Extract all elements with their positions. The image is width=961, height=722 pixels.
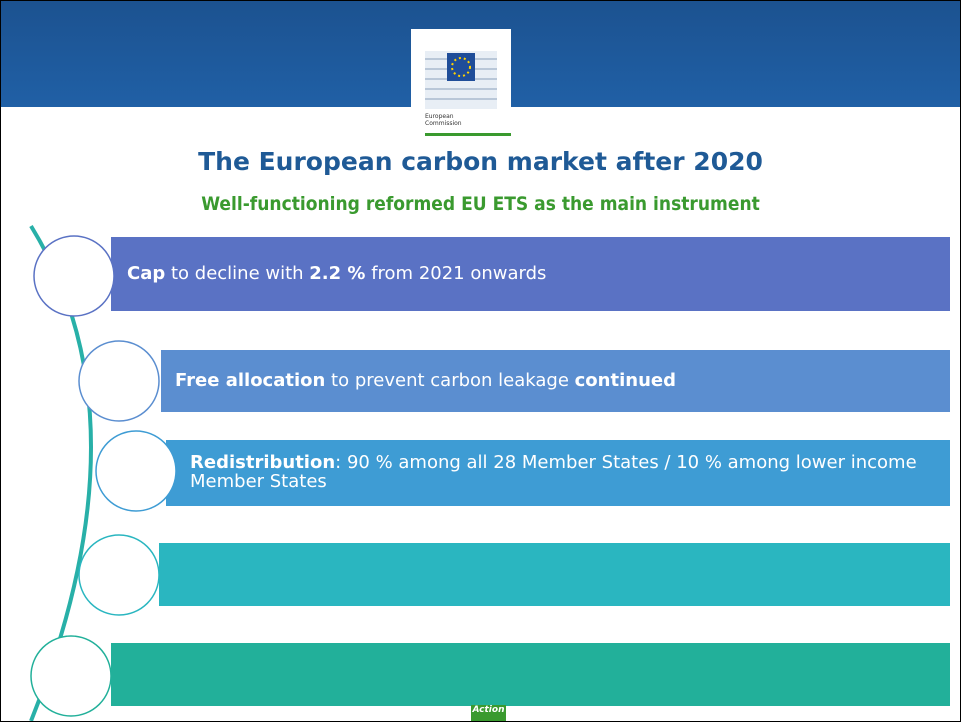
item-bar (111, 643, 950, 706)
subtitle: Well-functioning reformed EU ETS as the … (201, 193, 760, 215)
logo-text: European (425, 113, 454, 120)
text-segment: continued (574, 369, 676, 391)
footer-tag: Action (471, 705, 506, 721)
text-segment: : 90 % among all 28 Member States / 10 %… (190, 452, 923, 492)
item-bar: Redistribution: 90 % among all 28 Member… (166, 440, 950, 506)
item-circle (78, 340, 160, 422)
item-circle (30, 635, 112, 717)
logo: European Commission (411, 29, 511, 137)
title: The European carbon market after 2020 (198, 147, 763, 176)
text-segment: to prevent carbon leakage (325, 369, 575, 391)
item-text: Free allocation to prevent carbon leakag… (175, 369, 676, 391)
item-text: Redistribution: 90 % among all 28 Member… (190, 452, 930, 492)
text-segment: 2.2 % (309, 262, 366, 284)
item-circle (33, 235, 115, 317)
text-segment: Free allocation (175, 369, 326, 391)
item-circle (78, 534, 160, 616)
text-segment: to decline with (165, 262, 310, 284)
item-bar: Free allocation to prevent carbon leakag… (161, 350, 950, 412)
text-segment: from 2021 onwards (365, 262, 547, 284)
logo-art (425, 51, 511, 136)
text-segment: Redistribution (190, 452, 336, 474)
item-bar: Cap to decline with 2.2 % from 2021 onwa… (111, 237, 950, 311)
item-bar (159, 543, 950, 606)
item-circle (95, 430, 177, 512)
text-segment: Cap (127, 262, 166, 284)
item-text: Cap to decline with 2.2 % from 2021 onwa… (127, 262, 547, 284)
logo-text: Commission (425, 120, 462, 127)
